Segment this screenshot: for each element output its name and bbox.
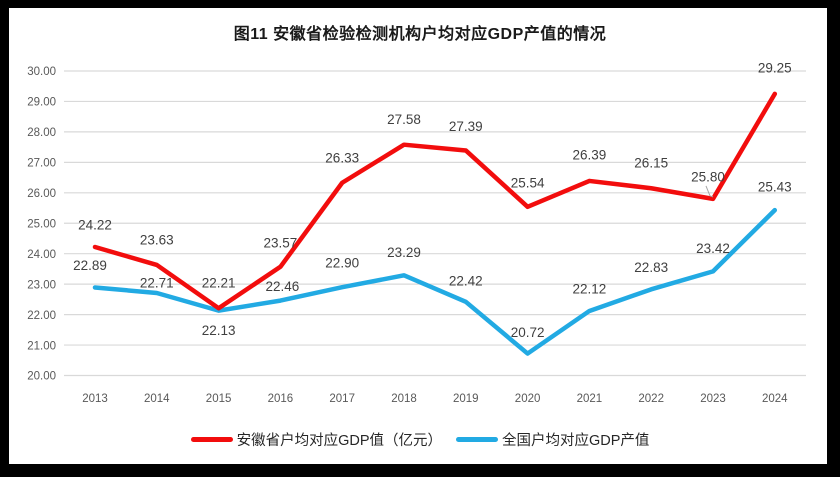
data-label: 23.63 xyxy=(140,232,174,247)
data-label: 26.33 xyxy=(325,150,359,165)
x-axis-tick-label: 2023 xyxy=(700,393,726,405)
data-label: 25.43 xyxy=(758,180,792,195)
series-line xyxy=(92,91,778,311)
legend-label: 安徽省户均对应GDP值（亿元） xyxy=(236,433,442,449)
data-label: 22.90 xyxy=(325,256,359,271)
x-axis-tick-label: 2020 xyxy=(515,393,541,405)
legend-item: 安徽省户均对应GDP值（亿元） xyxy=(190,429,442,450)
y-axis-tick-label: 22.00 xyxy=(27,310,56,322)
label-callout-line xyxy=(705,185,714,198)
x-axis-tick-label: 2014 xyxy=(144,393,170,405)
data-label: 24.22 xyxy=(78,218,112,233)
frame-border-top xyxy=(0,0,840,8)
chart-title: 图11 安徽省检验检测机构户均对应GDP产值的情况 xyxy=(233,26,607,43)
x-axis-tick-label: 2015 xyxy=(206,393,232,405)
x-axis-tick-label: 2018 xyxy=(391,393,417,405)
frame-border-right xyxy=(827,0,840,477)
data-label: 22.42 xyxy=(449,273,483,288)
data-label: 22.13 xyxy=(202,323,236,338)
data-label: 22.71 xyxy=(140,275,174,290)
data-label: 25.80 xyxy=(691,169,725,184)
data-label: 25.54 xyxy=(511,175,545,190)
x-axis-tick-label: 2024 xyxy=(762,393,788,405)
x-axis-tick-label: 2019 xyxy=(453,393,479,405)
x-axis-tick-label: 2016 xyxy=(268,393,294,405)
frame-border-bottom xyxy=(0,464,840,477)
data-label: 27.39 xyxy=(449,119,483,134)
legend-line-sample xyxy=(190,437,233,442)
data-label: 29.25 xyxy=(758,60,792,75)
data-label: 22.12 xyxy=(573,281,607,296)
data-label: 22.46 xyxy=(266,279,300,294)
y-axis-tick-label: 30.00 xyxy=(27,66,56,78)
data-label: 22.83 xyxy=(634,260,668,275)
series-line xyxy=(92,207,778,356)
data-label: 22.21 xyxy=(202,276,236,291)
x-axis-tick-label: 2017 xyxy=(329,393,355,405)
x-axis-tick-label: 2013 xyxy=(82,393,108,405)
data-label: 22.89 xyxy=(73,258,107,273)
legend-line-sample xyxy=(456,437,498,442)
y-axis-tick-label: 25.00 xyxy=(27,218,56,230)
chart-legend: 安徽省户均对应GDP值（亿元） 全国户均对应GDP产值 xyxy=(0,429,840,450)
data-label: 23.29 xyxy=(387,245,421,260)
data-label: 26.39 xyxy=(573,147,607,162)
data-label: 26.15 xyxy=(634,156,668,171)
frame-border-left xyxy=(0,0,9,477)
data-label: 23.57 xyxy=(264,235,298,250)
legend-item: 全国户均对应GDP产值 xyxy=(456,429,649,450)
x-axis-tick-label: 2021 xyxy=(577,393,603,405)
y-axis-tick-label: 23.00 xyxy=(27,279,56,291)
y-axis-tick-label: 28.00 xyxy=(27,127,56,139)
data-label: 20.72 xyxy=(511,325,545,340)
x-axis-tick-label: 2022 xyxy=(638,393,664,405)
data-label: 23.42 xyxy=(696,241,730,256)
y-axis-tick-label: 27.00 xyxy=(27,158,56,170)
y-axis-tick-label: 21.00 xyxy=(27,340,56,352)
y-axis-tick-label: 26.00 xyxy=(27,188,56,200)
data-label: 27.58 xyxy=(387,112,421,127)
y-axis-tick-label: 29.00 xyxy=(27,97,56,109)
y-axis-tick-label: 24.00 xyxy=(27,249,56,261)
y-axis-tick-label: 20.00 xyxy=(27,371,56,383)
legend-label: 全国户均对应GDP产值 xyxy=(502,433,650,449)
